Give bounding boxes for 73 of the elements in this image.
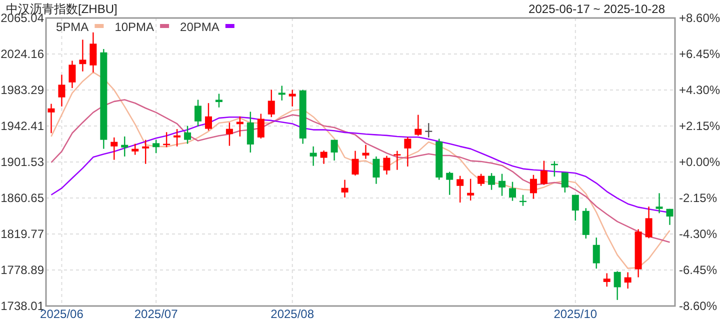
y-tick-label: 1819.77 xyxy=(0,227,44,241)
candlestick xyxy=(90,32,97,73)
y-tick-label: 1860.65 xyxy=(0,190,44,205)
candlestick xyxy=(656,192,663,214)
text: -4.30% xyxy=(679,227,718,241)
candlestick xyxy=(509,181,516,202)
text: +8.60% xyxy=(679,11,720,25)
text: +4.30% xyxy=(679,83,720,97)
candlestick xyxy=(320,150,328,164)
text: -8.60% xyxy=(679,299,718,313)
candlestick xyxy=(310,146,317,166)
candlestick xyxy=(624,272,632,290)
candlestick xyxy=(174,128,181,148)
candlestick xyxy=(268,89,275,118)
candlestick xyxy=(478,173,485,186)
candlestick xyxy=(288,89,296,108)
candlestick xyxy=(540,160,548,186)
candlestick xyxy=(79,39,86,72)
candlestick xyxy=(467,178,474,202)
candlestick xyxy=(204,102,212,132)
candlestick xyxy=(341,179,348,198)
candlestick xyxy=(383,155,390,176)
candlestick xyxy=(58,74,66,108)
x-tick-label: 2025/08 xyxy=(270,307,314,320)
y-tick-label: 2024.16 xyxy=(0,47,44,61)
candlestick xyxy=(278,85,286,102)
text: +0.00% xyxy=(679,155,720,169)
candlestick xyxy=(121,136,128,158)
y-tick-label: 1942.41 xyxy=(0,118,44,133)
candlestick xyxy=(372,156,380,184)
candlestick xyxy=(456,175,464,204)
y-tick-label: 1901.53 xyxy=(0,154,44,169)
candlestick xyxy=(257,113,264,140)
chart-subtitle: 2025-06-17 ~ 2025-10-28 xyxy=(528,2,666,16)
candlestick xyxy=(572,194,579,222)
candlestick xyxy=(446,171,454,196)
candlestick xyxy=(404,136,412,168)
candlestick xyxy=(561,172,568,194)
text: +6.45% xyxy=(679,47,720,61)
candlestick xyxy=(152,139,160,154)
candlestick xyxy=(48,103,55,134)
candlestick xyxy=(132,143,139,156)
x-tick-label: 2025/07 xyxy=(134,307,178,320)
candlestick xyxy=(592,236,600,270)
candlestick xyxy=(394,150,401,170)
text: -6.45% xyxy=(679,263,718,277)
candlestick xyxy=(488,172,496,190)
candlestick xyxy=(246,111,254,154)
candlestick xyxy=(362,144,370,160)
candlestick xyxy=(226,122,233,146)
y-tick-label: 1983.29 xyxy=(0,82,44,97)
y-tick-label: 1778.89 xyxy=(0,263,44,277)
x-tick-label: 2025/06 xyxy=(40,307,84,320)
x-tick-label: 2025/10 xyxy=(554,307,598,320)
candlestick xyxy=(498,173,506,196)
candlestick xyxy=(645,206,652,239)
candlestick xyxy=(194,99,202,127)
candlestick xyxy=(110,136,118,160)
candlestick xyxy=(414,114,422,136)
legend-label: 10PMA xyxy=(114,20,154,34)
text: -2.15% xyxy=(679,191,718,205)
candlestick xyxy=(666,208,674,226)
candlestick xyxy=(614,270,621,301)
candlestick xyxy=(352,150,359,176)
legend-label: 5PMA xyxy=(56,20,89,34)
candlestick xyxy=(530,174,537,200)
legend-label: 20PMA xyxy=(180,20,220,34)
candlestick xyxy=(184,125,192,144)
candlestick xyxy=(603,272,610,288)
candlestick xyxy=(68,60,76,89)
text: +2.15% xyxy=(679,119,720,133)
candlestick xyxy=(142,139,150,164)
candlestick xyxy=(330,139,338,162)
